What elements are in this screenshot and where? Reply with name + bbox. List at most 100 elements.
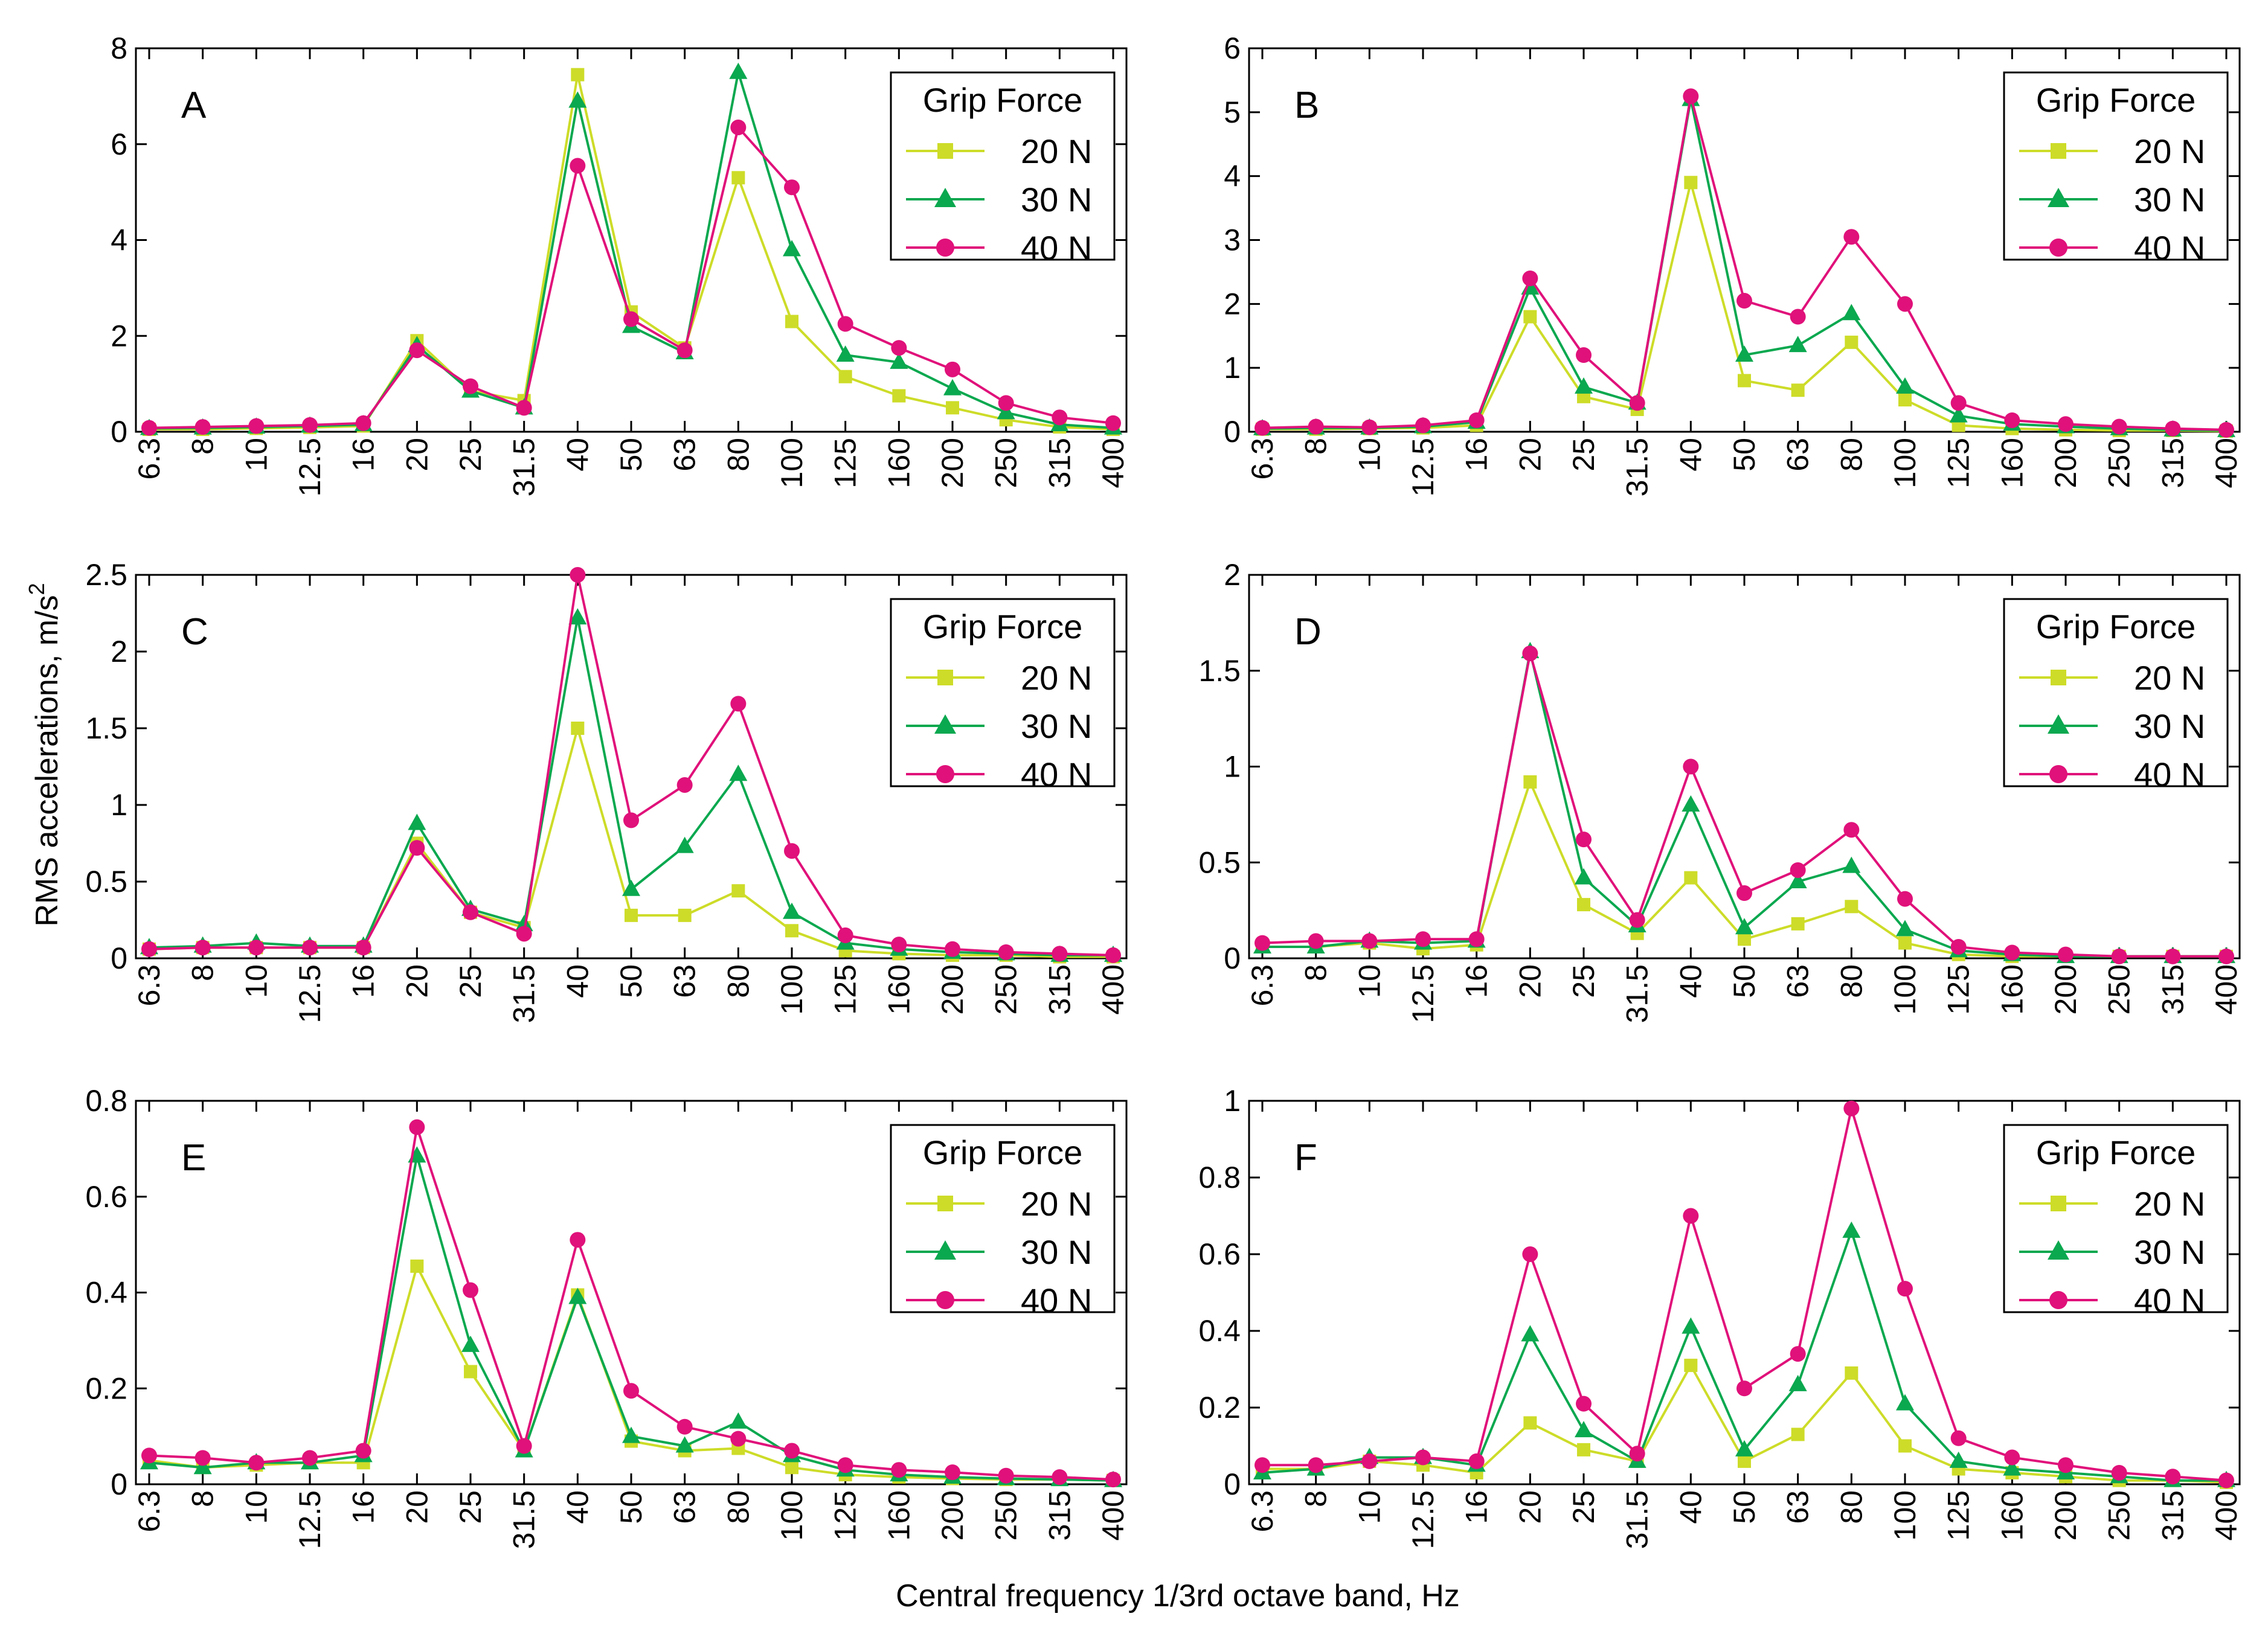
data-point-40n	[730, 696, 747, 712]
data-point-30n	[1575, 1421, 1593, 1438]
data-point-20n	[1791, 917, 1805, 931]
x-tick-label: 100	[775, 1490, 809, 1540]
x-tick-label: 63	[1781, 964, 1815, 998]
legend-box	[890, 71, 1116, 261]
data-point-20n	[731, 171, 745, 185]
data-point-20n	[571, 68, 585, 82]
data-point-40n	[891, 1462, 907, 1478]
data-point-40n	[141, 1447, 157, 1464]
legend-label: 30 N	[1021, 1233, 1092, 1271]
y-tick-label: 2	[111, 319, 127, 353]
data-point-20n	[1898, 1439, 1912, 1453]
data-point-20n	[1845, 1366, 1858, 1380]
data-point-40n	[1790, 309, 1806, 325]
data-point-40n	[891, 340, 907, 356]
data-point-40n	[1254, 420, 1270, 436]
data-point-40n	[302, 1450, 318, 1466]
data-point-40n	[1522, 1246, 1538, 1262]
data-point-40n	[1683, 758, 1699, 775]
data-point-30n	[1521, 1325, 1540, 1342]
x-tick-label: 10	[1352, 1490, 1386, 1524]
x-tick-label: 6.3	[132, 438, 166, 480]
data-point-40n	[1308, 933, 1324, 949]
x-tick-label: 50	[1727, 438, 1761, 472]
data-point-40n	[1736, 1380, 1752, 1397]
y-tick-label: 0.6	[85, 1180, 127, 1214]
x-tick-label: 400	[2209, 1490, 2243, 1540]
x-tick-label: 80	[721, 964, 755, 998]
x-tick-label: 80	[1834, 1490, 1868, 1524]
x-tick-label: 31.5	[1621, 438, 1654, 496]
panel-letter: E	[181, 1137, 206, 1179]
data-point-30n	[622, 1426, 640, 1443]
data-point-40n	[1052, 946, 1068, 962]
x-tick-label: 25	[454, 964, 487, 998]
legend-label: 30 N	[2134, 1233, 2205, 1271]
y-tick-label: 6	[1224, 31, 1241, 65]
x-tick-label: 25	[1567, 1490, 1601, 1524]
data-point-30n	[622, 879, 640, 896]
data-point-40n	[141, 420, 157, 436]
data-point-20n	[1523, 310, 1537, 324]
data-point-40n	[1361, 419, 1378, 435]
data-point-20n	[1898, 936, 1912, 950]
x-tick-label: 250	[2103, 1490, 2136, 1540]
data-point-20n	[1684, 176, 1698, 190]
y-tick-label: 0.2	[1198, 1391, 1241, 1424]
legend-box	[2003, 71, 2229, 261]
data-point-30n	[1575, 377, 1593, 394]
data-point-40n	[784, 1443, 800, 1459]
data-point-40n	[2058, 946, 2074, 963]
y-tick-label: 1.5	[85, 711, 127, 745]
data-point-40n	[2218, 421, 2234, 438]
data-point-40n	[570, 1232, 586, 1248]
x-tick-label: 80	[1834, 438, 1868, 472]
legend-marker-triangle	[2048, 1240, 2069, 1260]
data-point-40n	[2218, 1472, 2234, 1488]
x-tick-label: 100	[775, 964, 809, 1014]
data-point-40n	[1683, 88, 1699, 104]
data-point-30n	[193, 1458, 212, 1475]
data-point-20n	[625, 908, 638, 922]
data-point-40n	[2058, 1457, 2074, 1473]
data-point-30n	[568, 91, 587, 108]
data-point-20n	[464, 1365, 477, 1379]
legend-label: 40 N	[1021, 229, 1092, 267]
data-point-30n	[675, 836, 694, 853]
legend-box	[890, 598, 1116, 787]
data-point-20n	[1577, 1443, 1590, 1456]
data-point-40n	[2004, 944, 2020, 961]
data-point-20n	[785, 1461, 798, 1475]
x-tick-label: 31.5	[1621, 1490, 1654, 1549]
x-tick-label: 16	[347, 1490, 381, 1524]
x-tick-label: 50	[614, 438, 648, 472]
legend-title: Grip Force	[923, 1133, 1083, 1171]
data-point-40n	[1522, 646, 1538, 662]
x-tick-label: 8	[186, 964, 220, 981]
legend-label: 40 N	[2134, 229, 2205, 267]
chart-panel-f: 0 0.2 0.4 0.6 0.8 1 6.3 8 10 12.5 16 20 25 31.5 40 50 63…	[1198, 1084, 2243, 1549]
data-point-20n	[892, 389, 906, 403]
data-point-40n	[623, 812, 639, 828]
data-point-40n	[141, 941, 157, 957]
legend-label: 40 N	[1021, 755, 1092, 793]
y-tick-label: 0.4	[85, 1276, 127, 1310]
legend: Grip Force 20 N 30 N 40 N	[890, 71, 1116, 267]
data-point-40n	[1522, 271, 1538, 286]
data-point-40n	[463, 1282, 478, 1298]
legend-box	[2003, 598, 2229, 787]
data-point-20n	[1523, 775, 1537, 789]
x-tick-label: 200	[936, 438, 969, 488]
legend-marker-triangle	[934, 188, 956, 207]
legend-label: 30 N	[2134, 181, 2205, 219]
y-tick-label: 1.5	[1198, 654, 1241, 688]
data-point-20n	[1791, 383, 1805, 397]
legend-label: 40 N	[2134, 1281, 2205, 1319]
data-point-30n	[1896, 377, 1914, 394]
data-point-40n	[2165, 420, 2181, 437]
chart-panel-b: 0 1 2 3 4 5 6 6.3 8 10 12.5 16 20 25 31.5 40 50 63 80 100 12…	[1224, 31, 2243, 496]
data-point-30n	[1896, 920, 1914, 937]
y-tick-label: 0	[1224, 415, 1241, 449]
x-tick-label: 250	[2103, 438, 2136, 488]
